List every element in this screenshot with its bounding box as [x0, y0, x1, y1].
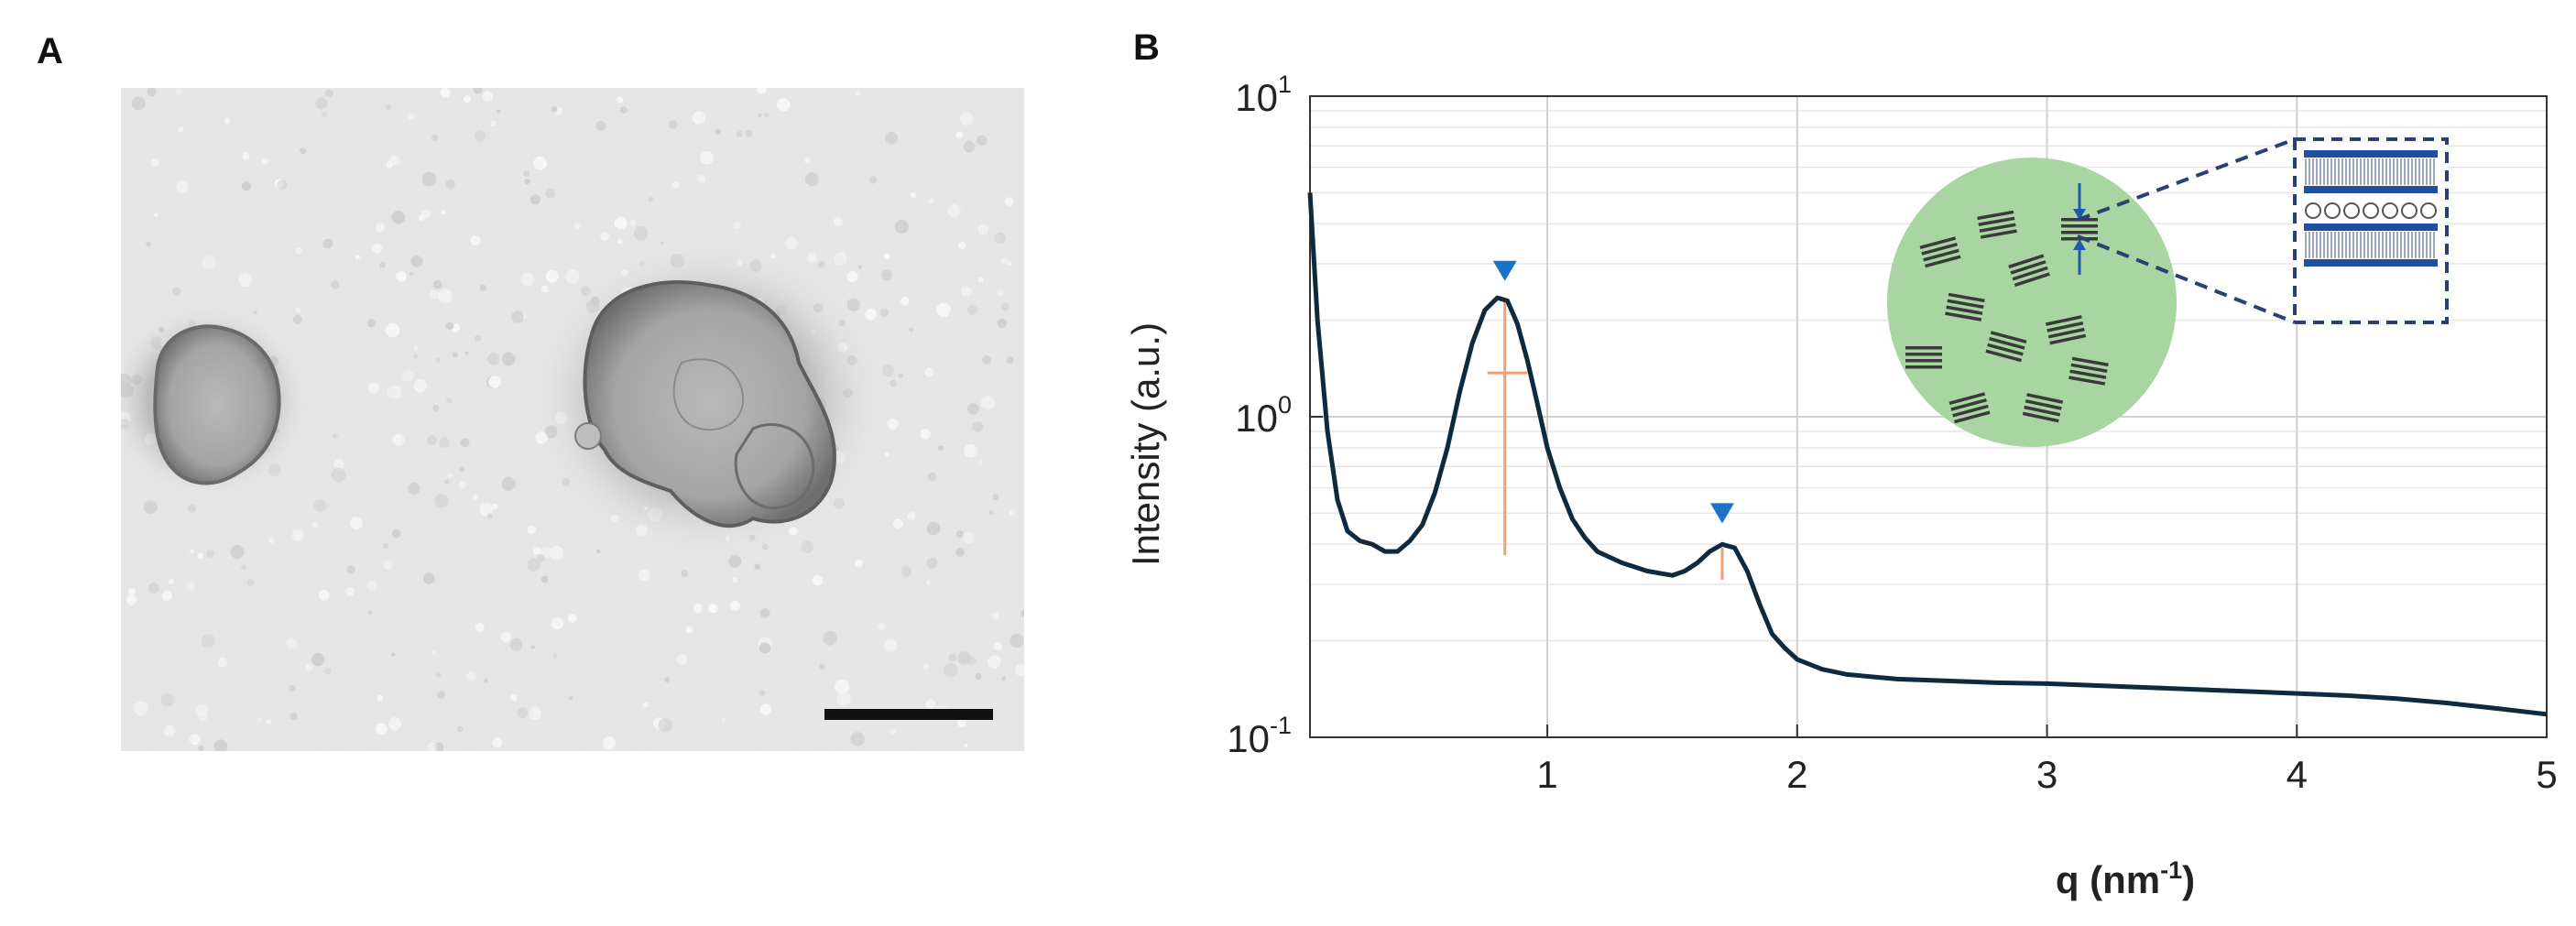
water-layer-ring: [2324, 202, 2341, 219]
bilayer-stack: [2045, 315, 2087, 345]
bilayer-stack: [1905, 346, 1942, 369]
vesicle-right: [583, 280, 836, 528]
bilayer-stack: [1985, 331, 2027, 363]
panel-label-b: B: [1133, 27, 1160, 68]
x-tick-label: 2: [1786, 753, 1807, 796]
peak-marker: [1710, 503, 1734, 524]
peak-markers: [1492, 260, 1734, 524]
inset-spacing-arrows: [2073, 183, 2086, 275]
bilayer-stack: [2068, 356, 2109, 386]
fwhm-markers: [1487, 300, 1724, 581]
x-axis-ticks: 1 2 3 4 5: [1536, 724, 2558, 796]
inset-zoom-line-top: [2077, 137, 2296, 222]
water-layer-ring: [2305, 202, 2321, 219]
bilayer-headgroup: [2304, 223, 2438, 231]
bilayer-headgroup: [2304, 150, 2438, 158]
spacing-arrowhead-bottom: [2073, 239, 2086, 250]
y-tick-label: 101: [1235, 71, 1292, 119]
inset-schematic: [1887, 137, 2449, 447]
vesicle-left: [153, 324, 281, 485]
x-tick-label: 3: [2036, 753, 2058, 796]
inset-bilayer-stacks: [1905, 210, 2109, 424]
tem-micrograph: [107, 84, 1028, 754]
bilayer-stack: [1919, 236, 1961, 268]
water-layer-ring: [2420, 202, 2437, 219]
bilayer-stack: [1948, 392, 1991, 424]
x-tick-label: 5: [2536, 753, 2557, 796]
water-layer-ring: [2382, 202, 2398, 219]
panel-label-a: A: [37, 31, 63, 71]
spacing-arrowhead-top: [2073, 209, 2086, 220]
scale-bar: [824, 709, 993, 720]
y-axis-label: Intensity (a.u.): [1124, 322, 1167, 566]
bilayer-headgroup: [2304, 259, 2438, 267]
bilayer-stack: [2008, 254, 2050, 288]
inset-zoom-line-bottom: [2077, 234, 2296, 324]
micrograph-image: [107, 84, 1028, 754]
y-tick-label: 100: [1235, 391, 1292, 440]
x-axis-label: q (nm-1): [2056, 856, 2195, 901]
chart-svg: 101 100 10-1 1 2 3 4 5 Intensity (a.u.) q (nm-…: [1124, 71, 2558, 901]
inset-vesicle-circle: [1887, 158, 2177, 447]
peak-marker: [1492, 260, 1517, 281]
water-layer-ring: [2343, 202, 2360, 219]
water-layer-ring: [2363, 202, 2379, 219]
y-tick-label: 10-1: [1227, 712, 1292, 760]
bilayer-stack: [1977, 210, 2017, 239]
y-axis-ticks: 101 100 10-1: [1227, 71, 1323, 760]
inset-zoom-box: [2293, 137, 2449, 324]
bilayer-stack: [2022, 393, 2064, 423]
series-line: [1307, 192, 2548, 717]
bilayer-stack: [1945, 292, 1985, 321]
bilayer-headgroup: [2304, 186, 2438, 193]
water-layer-ring: [2401, 202, 2418, 219]
x-tick-label: 1: [1536, 753, 1557, 796]
saxs-chart: 101 100 10-1 1 2 3 4 5 Intensity (a.u.) q (nm-…: [1063, 55, 2565, 921]
x-tick-label: 4: [2287, 753, 2308, 796]
